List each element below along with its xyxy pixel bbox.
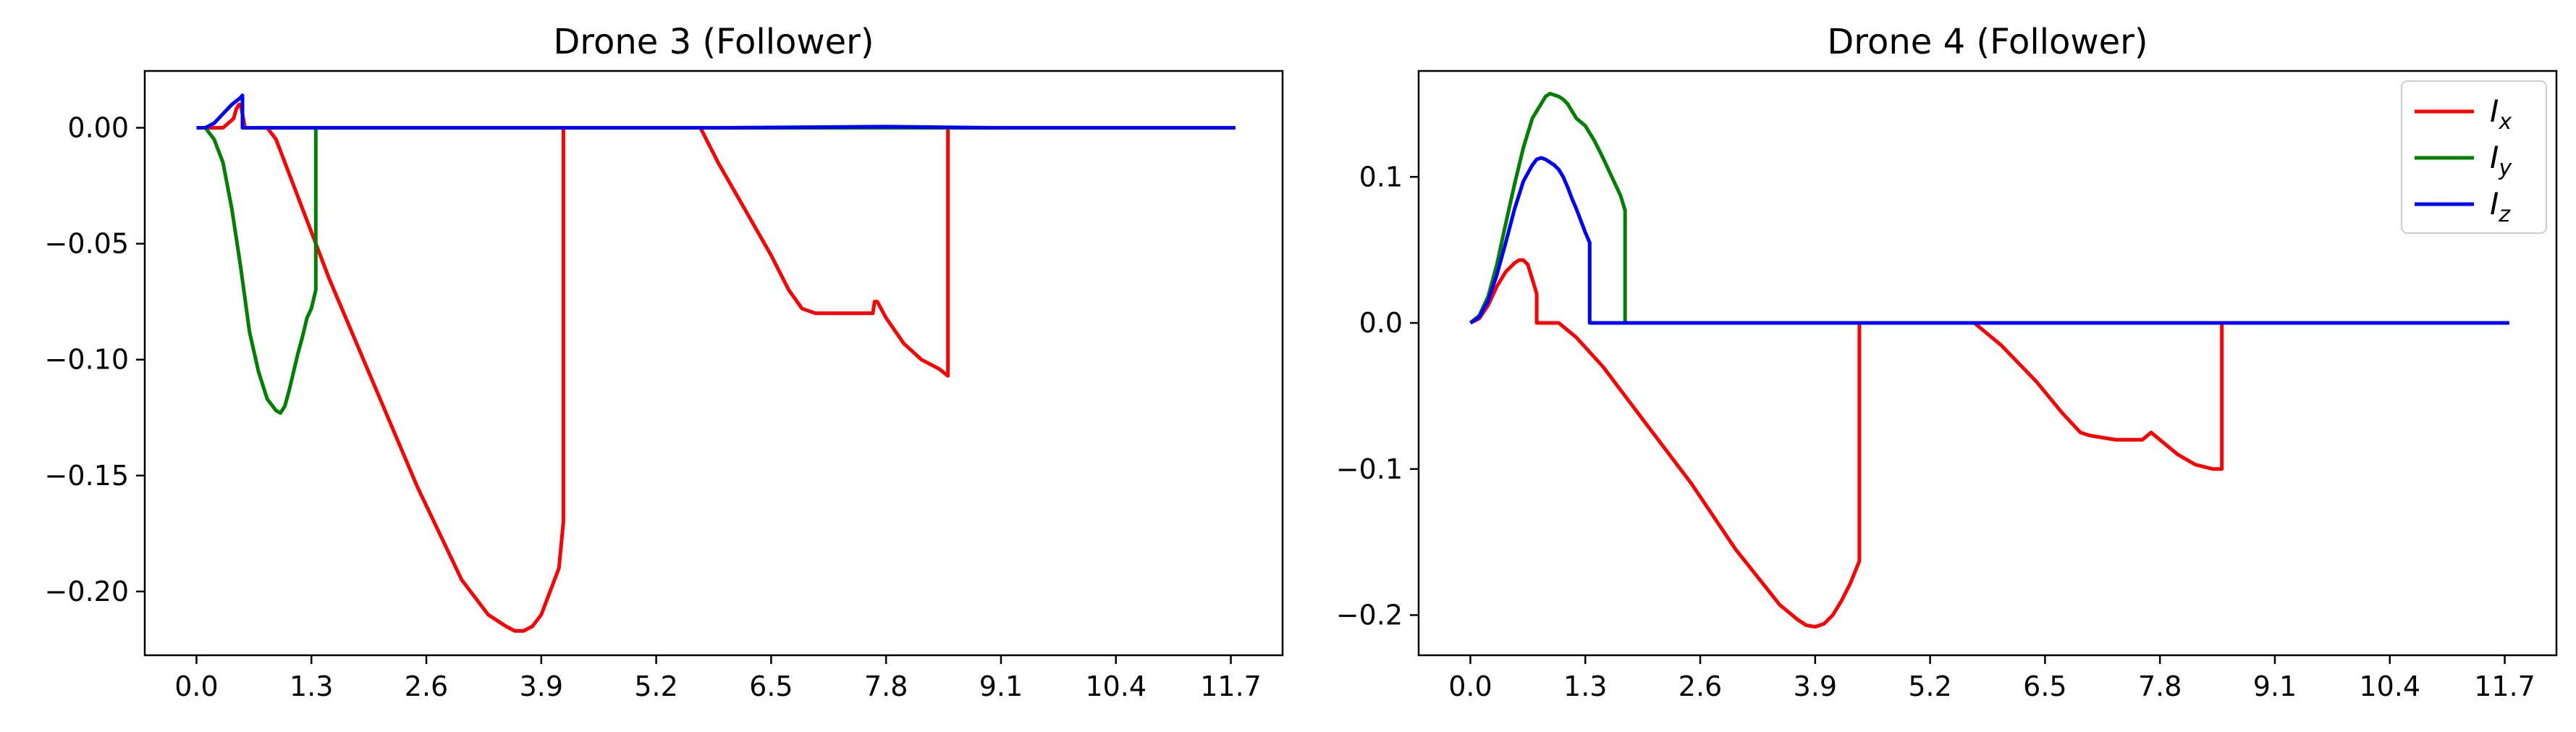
legend-label-main: I: [2490, 93, 2499, 129]
x-tick-label: 2.6: [405, 670, 448, 702]
x-tick-label: 3.9: [1794, 670, 1837, 702]
legend-label-subscript: x: [2498, 109, 2512, 135]
x-tick-label: 11.7: [1200, 670, 1262, 702]
legend-label-main: I: [2490, 140, 2499, 175]
series-line-1: [196, 102, 1236, 633]
chart-panel-1: Drone 3 (Follower) 0.0 1.3 2.6 3.9 5.2 6.5 7.8 9…: [45, 22, 1284, 702]
x-tick-label: 9.1: [979, 670, 1023, 702]
y-tick-label: −0.2: [1336, 600, 1403, 631]
x-tick-label: 7.8: [2138, 670, 2182, 702]
x-tick-label: 9.1: [2253, 670, 2297, 702]
x-tick-label: 7.8: [864, 670, 908, 702]
chart-panel-2: Drone 4 (Follower) 0.0 1.3 2.6 3.9 5.2 6.5 7.8 9…: [1336, 22, 2558, 702]
y-tick-label: −0.15: [45, 460, 129, 492]
x-tick-label: 10.4: [1085, 670, 1146, 702]
y-tick-label: −0.10: [45, 344, 129, 376]
x-tick-label: 5.2: [634, 670, 677, 702]
y-tick-label: 0.1: [1359, 161, 1403, 193]
x-tick-label: 2.6: [1678, 670, 1722, 702]
x-tick-label: 6.5: [2023, 670, 2066, 702]
x-tick-label: 0.0: [1448, 670, 1492, 702]
y-tick-label: 0.0: [1359, 307, 1403, 339]
x-tick-label: 5.2: [1908, 670, 1951, 702]
legend-label: Ix: [2490, 93, 2512, 135]
legend-label: Iz: [2490, 186, 2511, 227]
x-tick-label: 1.3: [1563, 670, 1607, 702]
chart-title: Drone 3 (Follower): [553, 22, 874, 62]
x-tick-label: 6.5: [749, 670, 793, 702]
x-tick-label: 3.9: [520, 670, 563, 702]
legend-label: Iy: [2490, 140, 2512, 181]
series-line-3: [1469, 156, 2509, 325]
axes-frame: [143, 70, 1284, 657]
y-tick-label: −0.20: [45, 576, 129, 607]
legend-label-subscript: z: [2498, 202, 2511, 227]
axes-frame: [1417, 70, 2558, 657]
x-tick-label: 10.4: [2359, 670, 2420, 702]
legend-label-main: I: [2490, 186, 2499, 222]
series-line-2: [196, 126, 1236, 415]
series-line-1: [1469, 258, 2509, 629]
x-tick-label: 0.0: [174, 670, 218, 702]
series-line-2: [1469, 91, 2509, 325]
series-line-3: [196, 93, 1236, 130]
y-tick-label: −0.1: [1336, 453, 1403, 485]
x-tick-label: 11.7: [2474, 670, 2535, 702]
chart-title: Drone 4 (Follower): [1827, 22, 2148, 62]
x-tick-label: 1.3: [290, 670, 333, 702]
legend-label-subscript: y: [2498, 156, 2512, 181]
y-tick-label: 0.00: [67, 112, 129, 143]
y-tick-label: −0.05: [45, 228, 129, 260]
